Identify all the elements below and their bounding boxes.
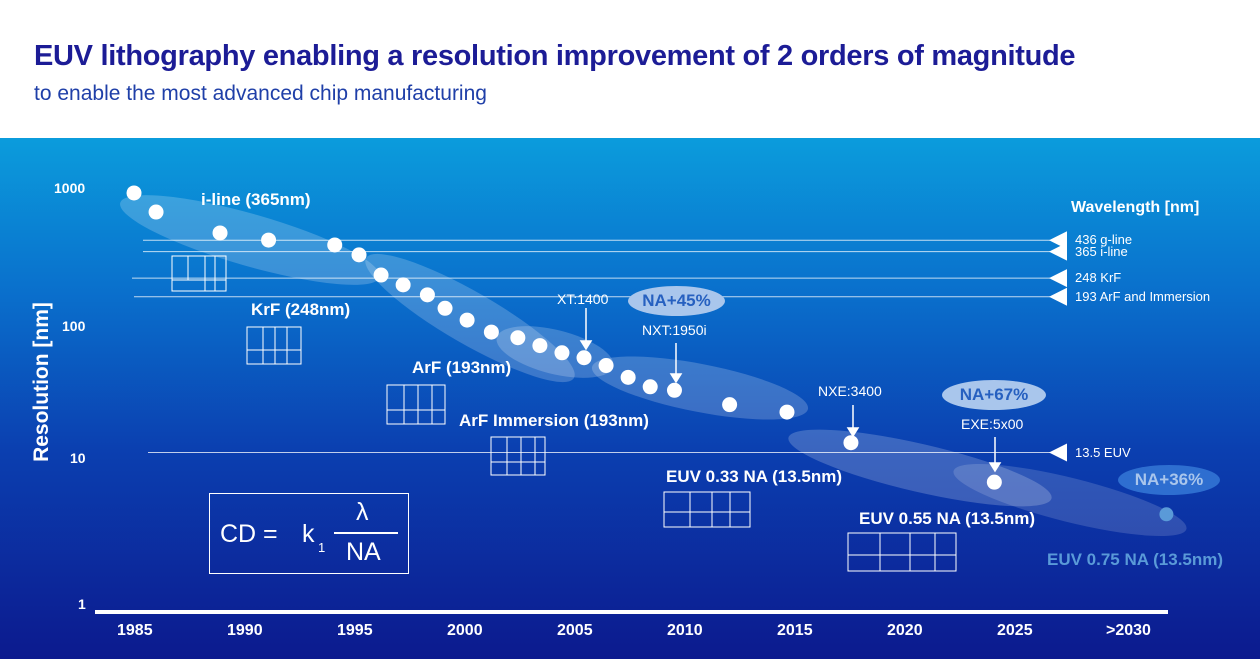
- generation-label: i-line (365nm): [201, 190, 311, 209]
- wavelength-marker-icon: [1049, 269, 1067, 288]
- wavelength-label: 13.5 EUV: [1075, 444, 1131, 460]
- data-point: [666, 382, 682, 398]
- data-point: [576, 350, 592, 366]
- page-subtitle: to enable the most advanced chip manufac…: [34, 82, 487, 105]
- data-point: [351, 247, 367, 263]
- data-point: [126, 185, 142, 201]
- data-point: [459, 312, 475, 328]
- data-point: [395, 277, 411, 293]
- cd-formula: CD = k 1 λ NA: [209, 493, 409, 574]
- data-point: [843, 435, 859, 451]
- model-arrows: [579, 308, 1002, 473]
- chart-panel: [0, 138, 1260, 659]
- model-label: NXT:1950i: [642, 322, 707, 338]
- wavelength-marker-icon: [1049, 443, 1067, 462]
- band-immersion: [591, 356, 809, 420]
- band-euv055: [953, 463, 1187, 537]
- na-badge: NA+36%: [1118, 465, 1220, 495]
- data-point: [212, 225, 228, 241]
- model-label: NXE:3400: [818, 383, 882, 399]
- header: EUV lithography enabling a resolution im…: [0, 0, 1260, 138]
- data-point: [598, 358, 614, 374]
- y-axis-label: Resolution [nm]: [29, 302, 53, 462]
- na-badge: NA+67%: [942, 380, 1046, 410]
- data-point: [1159, 507, 1174, 522]
- formula-denominator: NA: [346, 538, 381, 566]
- y-tick: 100: [62, 318, 86, 334]
- page-title: EUV lithography enabling a resolution im…: [34, 40, 1076, 72]
- generation-label: ArF (193nm): [412, 358, 512, 377]
- data-point: [327, 237, 343, 253]
- wavelength-label: 365 i-line: [1075, 243, 1128, 259]
- x-tick: 1985: [117, 622, 153, 639]
- x-tick: >2030: [1106, 622, 1151, 639]
- x-tick: 2010: [667, 622, 703, 639]
- formula-numerator: λ: [356, 498, 369, 526]
- data-point: [642, 379, 658, 395]
- x-tick: 2015: [777, 622, 813, 639]
- y-tick: 1000: [54, 180, 86, 196]
- scanner-icon-euv033: [663, 491, 751, 528]
- scanner-icon-arf: [386, 384, 446, 425]
- data-point: [148, 204, 164, 220]
- data-point: [986, 474, 1002, 490]
- x-tick: 1995: [337, 622, 373, 639]
- wavelength-marker-icon: [1049, 231, 1067, 250]
- generation-label: EUV 0.75 NA (13.5nm): [1047, 550, 1224, 569]
- data-point: [722, 397, 738, 413]
- wavelength-lines: [132, 231, 1067, 462]
- x-tick: 1990: [227, 622, 263, 639]
- x-tick: 2000: [447, 622, 483, 639]
- data-point: [532, 338, 548, 354]
- wavelength-marker-icon: [1049, 242, 1067, 261]
- data-point: [373, 267, 389, 283]
- wavelength-marker-icon: [1049, 287, 1067, 306]
- data-point: [554, 345, 570, 361]
- data-points: [126, 185, 1174, 522]
- wavelength-label: 193 ArF and Immersion: [1075, 288, 1211, 304]
- generation-label: KrF (248nm): [251, 300, 351, 319]
- formula-lhs: CD =: [220, 520, 278, 548]
- scanner-icon-krf: [246, 326, 302, 365]
- data-point: [261, 232, 277, 248]
- formula-fraction-bar: [334, 532, 398, 534]
- generation-label: EUV 0.55 NA (13.5nm): [859, 509, 1036, 528]
- scanner-icon-euv055: [847, 532, 957, 572]
- data-point: [510, 330, 526, 346]
- wavelength-label: 248 KrF: [1075, 270, 1122, 286]
- scanner-icons: [171, 255, 957, 572]
- formula-k-sub: 1: [318, 540, 326, 555]
- data-point: [779, 404, 795, 420]
- y-tick: 1: [78, 596, 86, 612]
- generation-label: EUV 0.33 NA (13.5nm): [666, 467, 843, 486]
- y-tick: 10: [70, 450, 86, 466]
- wavelength-title: Wavelength [nm]: [1071, 199, 1200, 216]
- wavelength-label: 436 g-line: [1075, 232, 1133, 248]
- scanner-icon-iline: [171, 255, 227, 292]
- data-point: [437, 300, 453, 316]
- x-tick: 2025: [997, 622, 1033, 639]
- data-point: [620, 369, 636, 385]
- generation-label: ArF Immersion (193nm): [459, 411, 649, 430]
- model-label: EXE:5x00: [961, 416, 1024, 432]
- formula-k: k: [302, 520, 315, 548]
- data-point: [419, 287, 435, 303]
- x-tick: 2020: [887, 622, 923, 639]
- na-badge: NA+45%: [628, 286, 725, 316]
- model-label: XT:1400: [557, 291, 609, 307]
- scanner-icon-immersion: [490, 436, 546, 476]
- data-point: [483, 324, 499, 340]
- x-tick: 2005: [557, 622, 593, 639]
